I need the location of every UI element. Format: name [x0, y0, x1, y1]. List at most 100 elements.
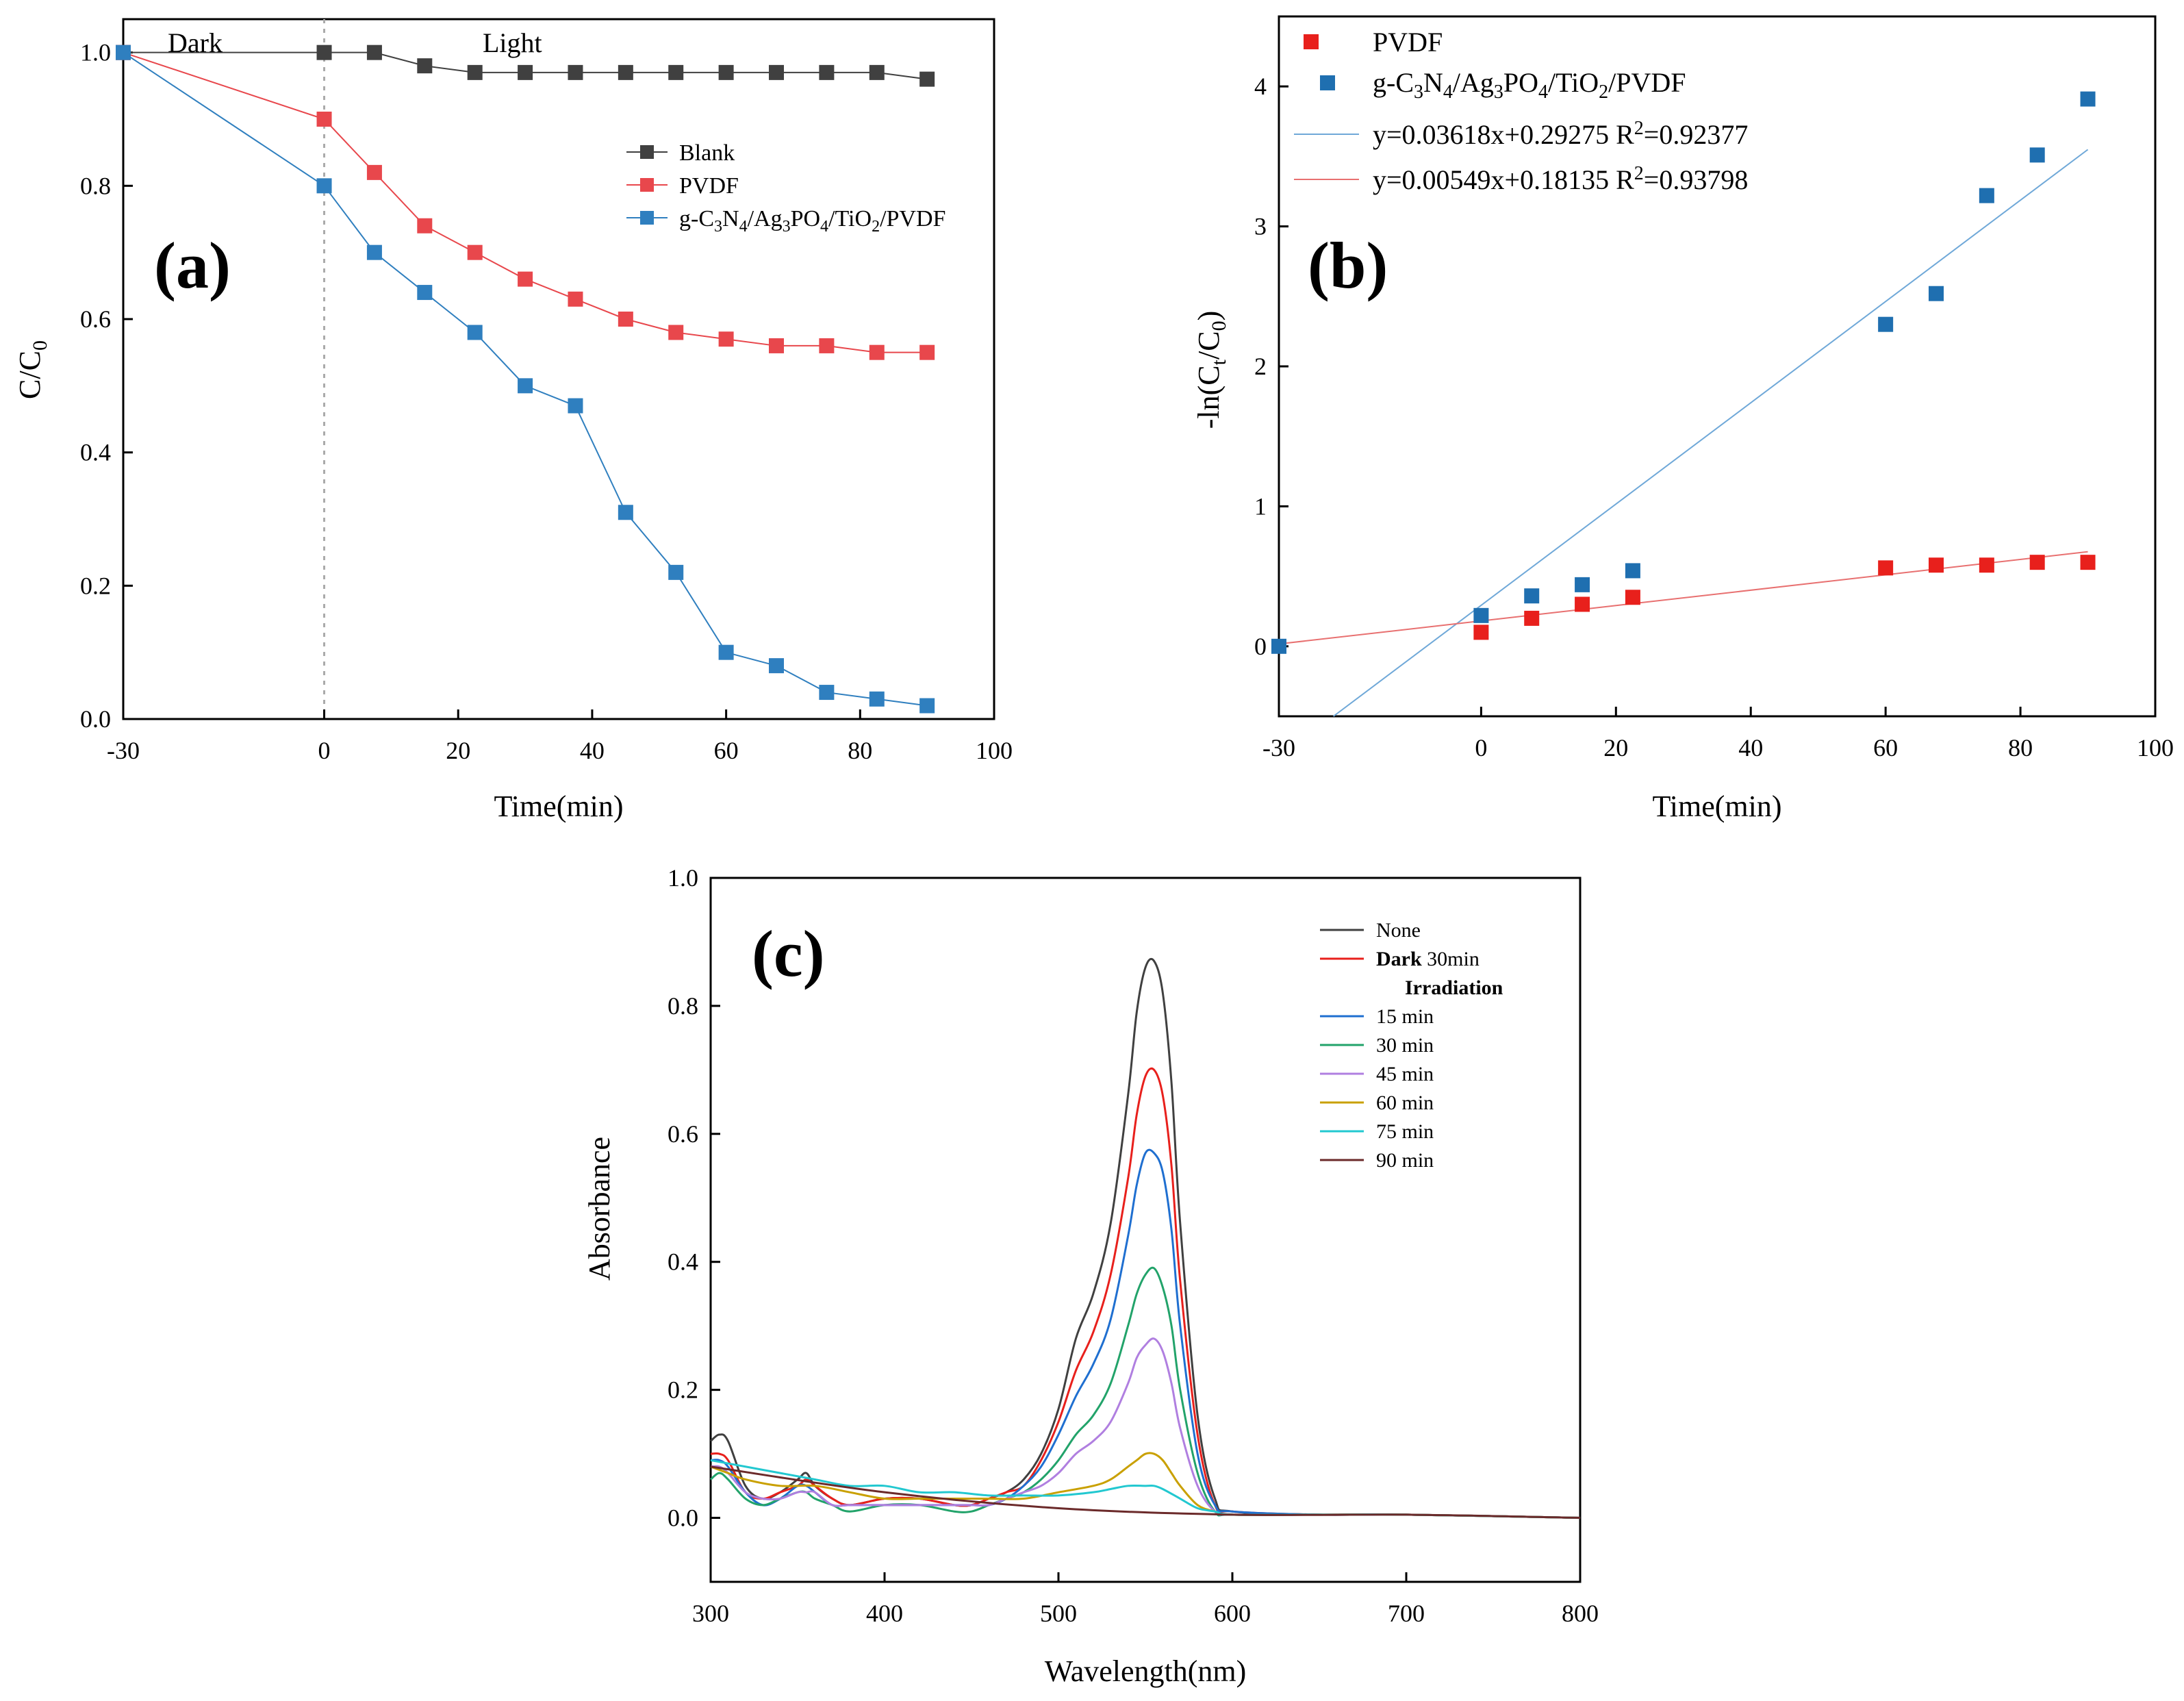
panel-c-x-ticks: 300 400 500 600 700 800 — [692, 1572, 1599, 1627]
panel-b-point-0-0 — [1473, 625, 1489, 640]
legend-marker-blank — [640, 145, 654, 159]
panel-c-legend-label-8: 90 min — [1376, 1149, 1434, 1172]
panel-c-ytick-label: 0.0 — [668, 1504, 698, 1532]
legend-label-composite-b: g-C3N4/Ag3PO4/TiO2/PVDF — [1373, 67, 1686, 103]
panel-c-legend-label-6: 60 min — [1376, 1092, 1434, 1114]
panel-c-legend-label-7: 75 min — [1376, 1120, 1434, 1143]
panel-c-y-ticks: 0.0 0.2 0.4 0.6 0.8 1.0 — [668, 864, 720, 1532]
panel-a-ytick-label: 0.0 — [80, 705, 111, 733]
panel-c-legend-label-3: 15 min — [1376, 1005, 1434, 1028]
panel-b-point-0-3 — [1625, 590, 1640, 605]
panel-a-point-2-11 — [819, 685, 835, 701]
panel-b-point-1-1 — [1473, 607, 1489, 623]
panel-a-point-2-2 — [366, 244, 382, 260]
panel-b: -30 0 20 40 60 80 100 0 1 2 3 4 (b) PVDF g-C3N4/Ag… — [1192, 15, 2174, 823]
panel-a-point-2-10 — [769, 658, 784, 674]
panel-a-point-0-6 — [568, 64, 583, 80]
panel-a-point-2-0 — [116, 45, 131, 60]
panel-c-xtick-label: 500 — [1040, 1600, 1077, 1627]
panel-a-point-2-8 — [668, 564, 684, 580]
legend-label-blank: Blank — [679, 140, 735, 166]
panel-b-xtick-label: 20 — [1603, 734, 1628, 761]
panel-a-point-1-11 — [819, 338, 835, 353]
panel-a-point-0-3 — [417, 58, 433, 74]
legend-marker-pvdf-b — [1304, 34, 1319, 49]
panel-a-xtick-label: 60 — [714, 737, 739, 764]
panel-c-legend-label-4: 30 min — [1376, 1034, 1434, 1057]
panel-a-ytick-label: 0.6 — [80, 305, 111, 333]
panel-a-point-1-10 — [769, 338, 784, 353]
panel-b-xtick-label: 40 — [1738, 734, 1763, 761]
panel-a-point-0-13 — [919, 71, 935, 87]
panel-a-point-2-1 — [316, 178, 332, 194]
panel-c-series-line-3 — [710, 1266, 1581, 1520]
panel-a-series-line-1 — [123, 51, 928, 353]
panel-c-ytick-label: 0.8 — [668, 992, 698, 1020]
panel-a-series-line-0 — [123, 51, 928, 80]
panel-a-point-0-9 — [718, 64, 734, 80]
panel-c-ytick-label: 0.6 — [668, 1120, 698, 1148]
panel-b-point-1-8 — [2029, 147, 2045, 163]
panel-a-ytick-label: 1.0 — [80, 39, 111, 66]
panel-a-y-title: C/C0 — [13, 340, 51, 399]
panel-b-ytick-label: 1 — [1254, 492, 1267, 520]
panel-a-annotation-light: Light — [483, 27, 542, 58]
panel-a-point-2-7 — [618, 505, 633, 520]
panel-a-xtick-label: 100 — [976, 737, 1013, 764]
panel-c-legend-heading: Irradiation — [1405, 977, 1503, 999]
panel-b-point-1-6 — [1929, 286, 1944, 301]
panel-a-y-ticks: 0.0 0.2 0.4 0.6 0.8 1.0 — [80, 39, 133, 733]
panel-a-point-2-5 — [518, 378, 533, 394]
panel-c: 300 400 500 600 700 800 0.0 0.2 0.4 0.6 0.8 1.0 (c… — [583, 864, 1599, 1688]
panel-b-point-1-4 — [1625, 563, 1640, 579]
legend-marker-composite — [640, 211, 654, 225]
panel-c-legend-label-1: Dark 30min — [1376, 948, 1480, 970]
panel-a-point-1-13 — [919, 344, 935, 360]
panel-a-point-1-9 — [718, 331, 734, 347]
panel-a-point-1-1 — [316, 112, 332, 127]
legend-label-composite: g-C3N4/Ag3PO4/TiO2/PVDF — [679, 206, 945, 236]
panel-a-series — [116, 45, 935, 714]
panel-c-x-title: Wavelength(nm) — [1045, 1654, 1247, 1688]
panel-c-xtick-label: 400 — [866, 1600, 903, 1627]
panel-b-xtick-label: 60 — [1873, 734, 1898, 761]
legend-label-fit-2: y=0.00549x+0.18135 R2=0.93798 — [1373, 163, 1748, 195]
panel-a-point-1-2 — [366, 164, 382, 180]
legend-label-fit-1: y=0.03618x+0.29275 R2=0.92377 — [1373, 118, 1748, 150]
panel-c-legend-label-5: 45 min — [1376, 1063, 1434, 1085]
panel-a-point-0-5 — [518, 64, 533, 80]
panel-c-series-line-4 — [710, 1337, 1581, 1520]
panel-a-point-0-4 — [467, 64, 483, 80]
panel-b-ytick-label: 0 — [1254, 633, 1267, 660]
panel-b-fit-line-0 — [1333, 149, 2089, 717]
panel-a-point-0-1 — [316, 45, 332, 60]
panel-a-xtick-label: 40 — [580, 737, 605, 764]
panel-a-ytick-label: 0.2 — [80, 572, 111, 599]
panel-b-ytick-label: 4 — [1254, 73, 1267, 100]
panel-c-xtick-label: 600 — [1214, 1600, 1251, 1627]
panel-c-series-line-0 — [710, 957, 1581, 1520]
panel-b-xtick-label: 0 — [1475, 734, 1487, 761]
panel-c-frame — [709, 877, 1582, 1583]
panel-a-letter: (a) — [154, 229, 231, 302]
legend-label-pvdf: PVDF — [679, 173, 739, 199]
panel-c-series-line-1 — [710, 1067, 1581, 1520]
panel-a-point-1-7 — [618, 312, 633, 327]
panel-b-x-title: Time(min) — [1652, 790, 1781, 823]
panel-b-point-1-0 — [1271, 638, 1286, 654]
panel-a-point-1-8 — [668, 325, 684, 340]
panel-c-y-title: Absorbance — [583, 1137, 616, 1281]
panel-a-point-2-6 — [568, 398, 583, 414]
panel-a-point-0-2 — [366, 45, 382, 60]
panel-b-ytick-label: 3 — [1254, 213, 1267, 240]
panel-b-ytick-label: 2 — [1254, 353, 1267, 380]
panel-a-point-0-10 — [769, 64, 784, 80]
panel-c-series-line-2 — [710, 1148, 1581, 1520]
panel-b-xtick-label: 100 — [2137, 734, 2174, 761]
panel-a-xtick-label: 20 — [446, 737, 470, 764]
panel-a-series-line-2 — [123, 51, 928, 707]
panel-c-xtick-label: 700 — [1388, 1600, 1425, 1627]
panel-b-series — [1271, 91, 2096, 654]
panel-c-ytick-label: 0.4 — [668, 1248, 698, 1276]
